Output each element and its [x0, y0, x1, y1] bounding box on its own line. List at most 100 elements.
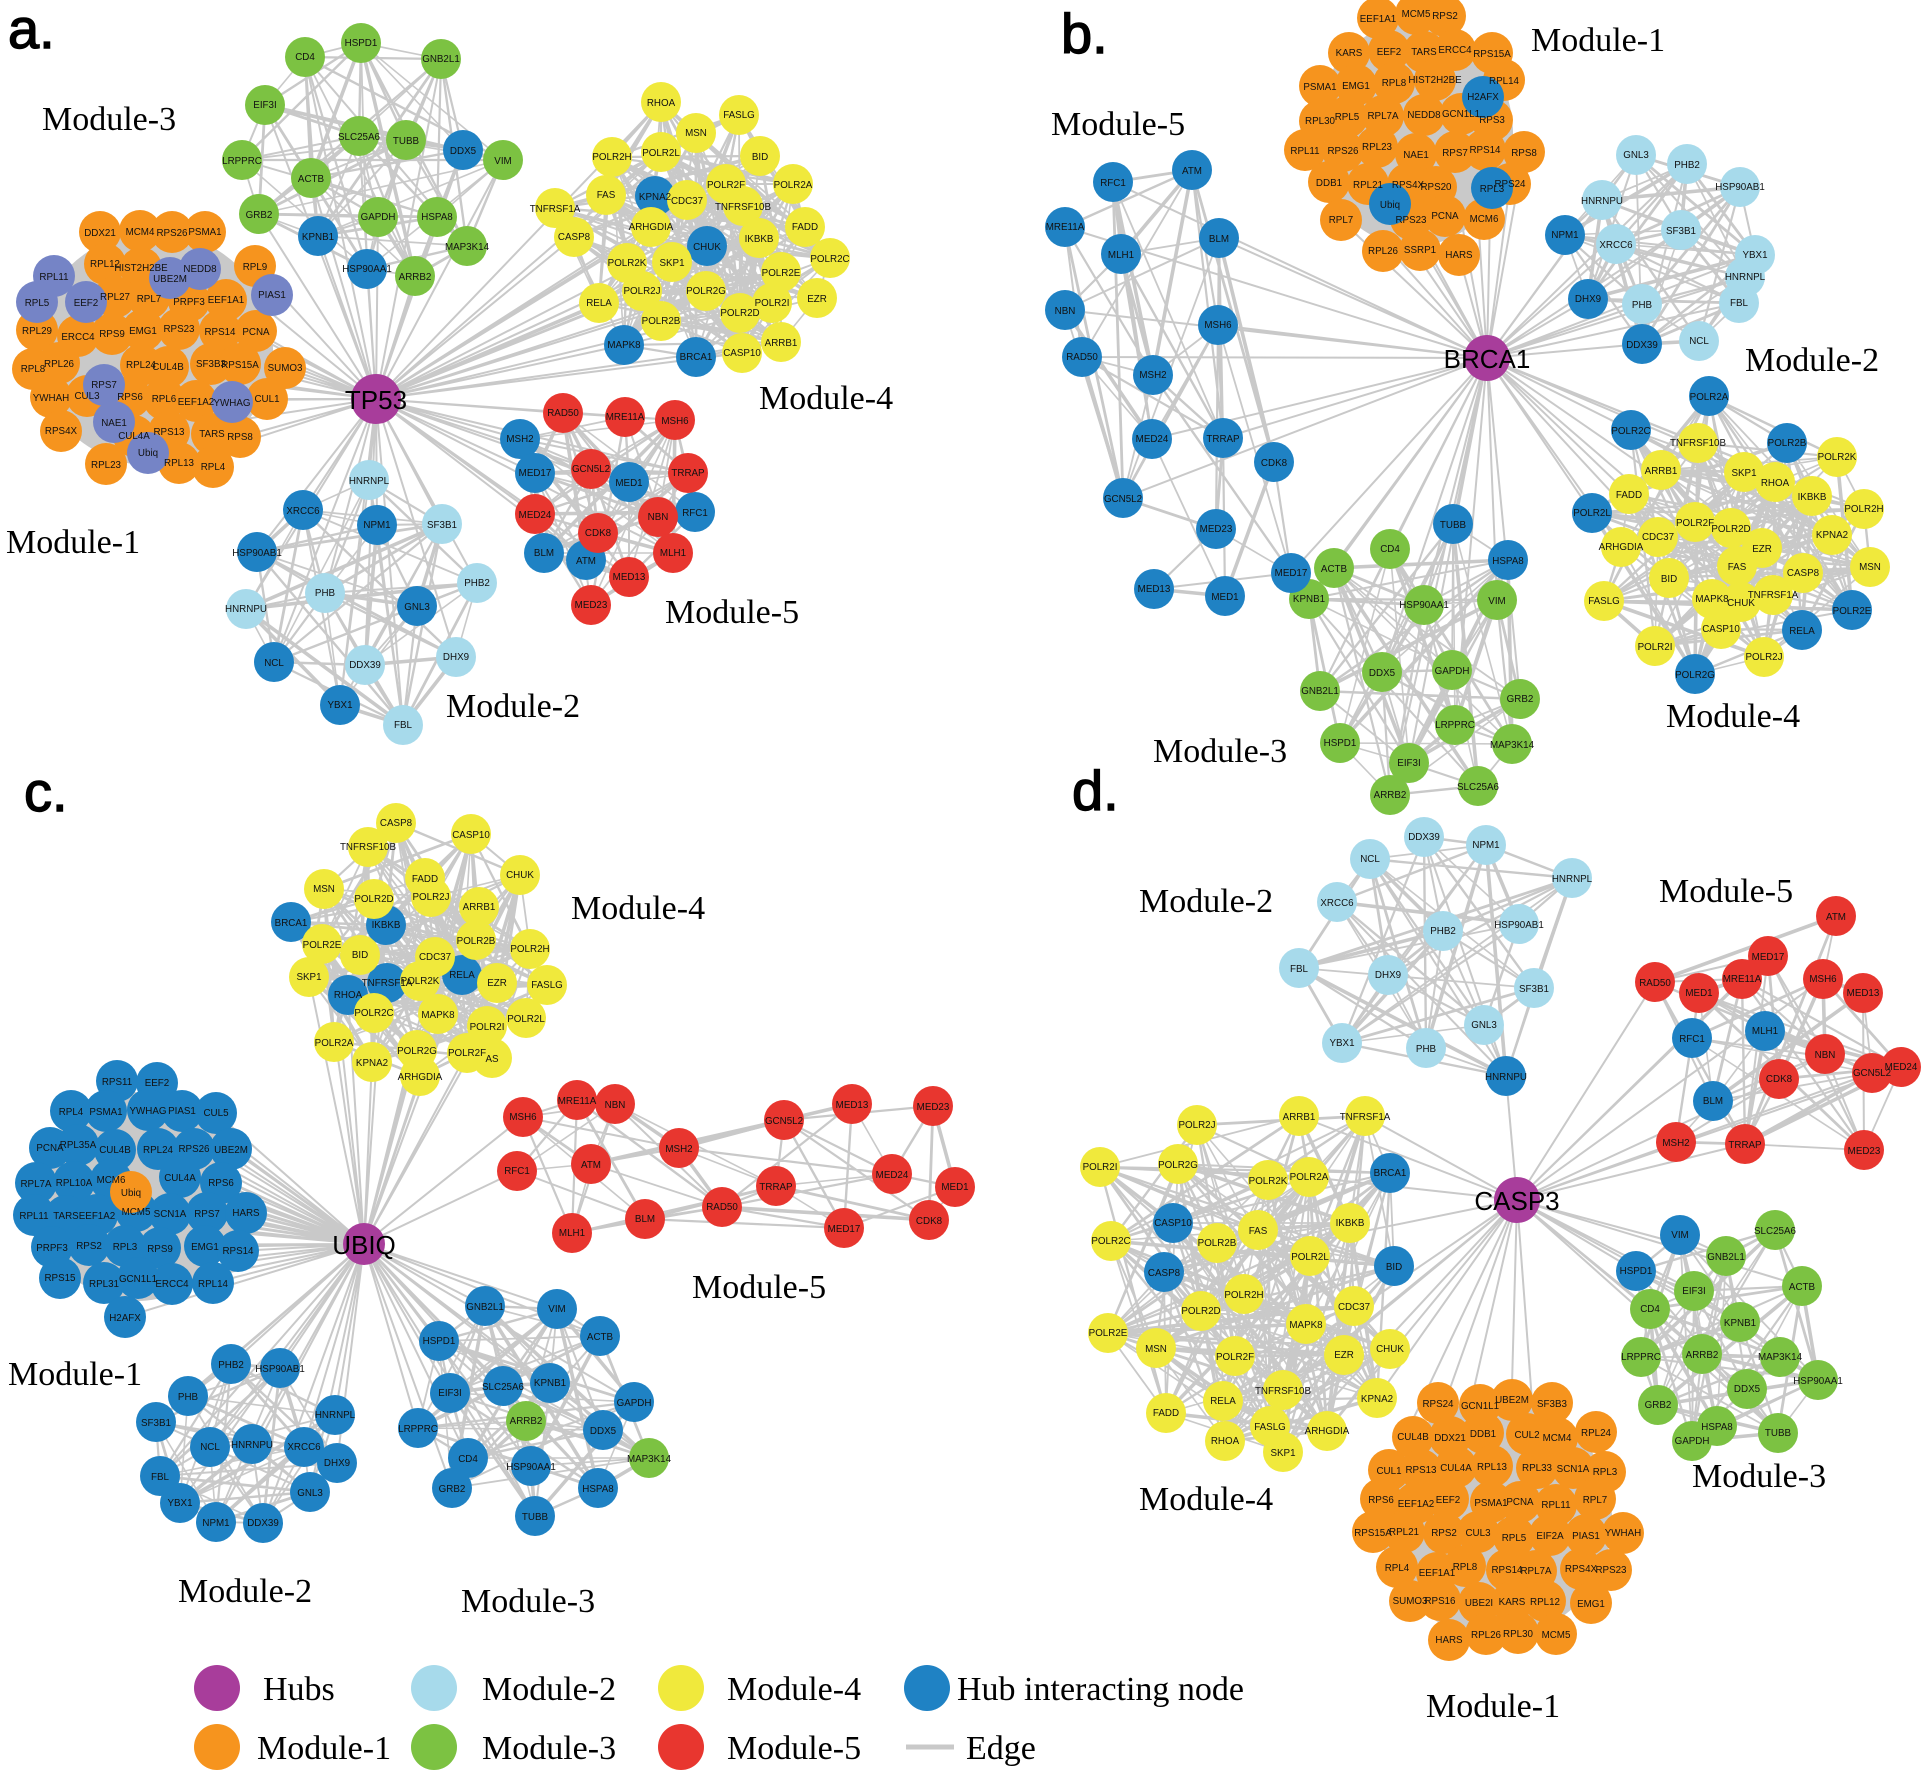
svg-text:SUMO3: SUMO3 [268, 363, 303, 374]
svg-text:NAE1: NAE1 [1403, 150, 1429, 161]
svg-text:HIST2H2BE: HIST2H2BE [1408, 75, 1462, 86]
svg-text:MED24: MED24 [1885, 1062, 1918, 1073]
svg-text:FASLG: FASLG [531, 980, 563, 991]
svg-text:TNFRSF1A: TNFRSF1A [1340, 1112, 1391, 1123]
svg-text:MCM6: MCM6 [97, 1175, 126, 1186]
svg-text:HSPA8: HSPA8 [582, 1484, 614, 1495]
svg-text:ARRB2: ARRB2 [1374, 790, 1407, 801]
svg-text:RPL13: RPL13 [1477, 1462, 1508, 1473]
svg-text:GNB2L1: GNB2L1 [466, 1302, 504, 1313]
svg-text:RELA: RELA [1789, 626, 1815, 637]
svg-text:FBL: FBL [1730, 298, 1749, 309]
svg-text:RPL10A: RPL10A [56, 1178, 93, 1189]
svg-text:EEF2: EEF2 [1436, 1495, 1461, 1506]
svg-text:HSP90AA1: HSP90AA1 [506, 1462, 556, 1473]
svg-text:CHUK: CHUK [506, 870, 534, 881]
svg-text:GCN1L1: GCN1L1 [1442, 109, 1480, 120]
svg-text:DHX9: DHX9 [324, 1458, 350, 1469]
svg-text:HSP90AA1: HSP90AA1 [1399, 600, 1449, 611]
svg-text:MED1: MED1 [1211, 592, 1238, 603]
svg-text:POLR2H: POLR2H [592, 152, 631, 163]
svg-text:PSMA1: PSMA1 [1474, 1498, 1507, 1509]
svg-text:CUL4B: CUL4B [152, 362, 184, 373]
svg-text:GCN5L2: GCN5L2 [572, 464, 610, 475]
svg-text:Module-4: Module-4 [571, 890, 705, 927]
svg-text:HARS: HARS [1445, 250, 1473, 261]
svg-text:RPL7: RPL7 [137, 294, 162, 305]
svg-text:Module-2: Module-2 [178, 1573, 312, 1610]
svg-text:GAPDH: GAPDH [1435, 666, 1470, 677]
svg-text:POLR2A: POLR2A [1690, 392, 1729, 403]
svg-text:LRPPRC: LRPPRC [1621, 1352, 1661, 1363]
svg-text:PRPF3: PRPF3 [36, 1243, 68, 1254]
svg-text:RPL4: RPL4 [201, 462, 226, 473]
svg-text:DDX5: DDX5 [1734, 1384, 1761, 1395]
svg-text:XRCC6: XRCC6 [287, 1442, 321, 1453]
svg-text:POLR2K: POLR2K [1818, 452, 1857, 463]
svg-text:YWHAH: YWHAH [1605, 1528, 1641, 1539]
svg-text:MAPK8: MAPK8 [1289, 1320, 1323, 1331]
svg-text:NPM1: NPM1 [1472, 840, 1499, 851]
svg-text:CUL2: CUL2 [1514, 1430, 1539, 1441]
svg-text:POLR2D: POLR2D [354, 894, 393, 905]
svg-text:NPM1: NPM1 [363, 520, 390, 531]
svg-text:CUL3: CUL3 [1465, 1528, 1491, 1539]
svg-text:SLC25A6: SLC25A6 [1457, 782, 1499, 793]
svg-text:HSPA8: HSPA8 [1701, 1422, 1733, 1433]
svg-text:YBX1: YBX1 [167, 1498, 192, 1509]
svg-text:MLH1: MLH1 [1752, 1026, 1778, 1037]
svg-text:RPS7: RPS7 [91, 380, 117, 391]
svg-text:MSH6: MSH6 [661, 416, 689, 427]
svg-text:MCM4: MCM4 [1543, 1433, 1572, 1444]
svg-text:HSPD1: HSPD1 [345, 38, 378, 49]
svg-text:RPL11: RPL11 [39, 272, 68, 283]
svg-text:GNL3: GNL3 [1623, 150, 1649, 161]
svg-text:POLR2K: POLR2K [1249, 1176, 1288, 1187]
svg-text:Module-5: Module-5 [692, 1269, 826, 1306]
svg-text:SLC25A6: SLC25A6 [482, 1382, 524, 1393]
svg-text:POLR2G: POLR2G [1675, 670, 1715, 681]
svg-text:CD4: CD4 [295, 52, 315, 63]
svg-text:RPL30: RPL30 [1503, 1629, 1534, 1640]
svg-text:PRPF3: PRPF3 [173, 297, 205, 308]
svg-text:GRB2: GRB2 [246, 210, 273, 221]
svg-text:DDX5: DDX5 [450, 146, 477, 157]
svg-text:RELA: RELA [586, 298, 612, 309]
svg-text:SSRP1: SSRP1 [1404, 245, 1436, 256]
svg-text:ERCC4: ERCC4 [1438, 45, 1472, 56]
svg-text:NBN: NBN [648, 512, 669, 523]
svg-text:CDK8: CDK8 [585, 528, 612, 539]
svg-text:MCM4: MCM4 [126, 227, 155, 238]
svg-text:DDX39: DDX39 [247, 1518, 279, 1529]
svg-text:MED1: MED1 [941, 1182, 968, 1193]
svg-text:RPS7: RPS7 [1442, 148, 1468, 159]
svg-text:RPS26: RPS26 [1327, 146, 1359, 157]
svg-text:UBE2I: UBE2I [1465, 1598, 1493, 1609]
svg-text:RPS20: RPS20 [1420, 182, 1452, 193]
svg-text:GRB2: GRB2 [439, 1484, 466, 1495]
svg-text:PHB: PHB [315, 588, 336, 599]
svg-text:RPS6: RPS6 [208, 1178, 234, 1189]
svg-text:LRPPRC: LRPPRC [222, 156, 262, 167]
svg-text:MED13: MED13 [1138, 584, 1171, 595]
svg-text:ARRB1: ARRB1 [765, 338, 798, 349]
svg-text:NBN: NBN [605, 1100, 626, 1111]
svg-text:TRRAP: TRRAP [1206, 434, 1240, 445]
svg-text:EEF1A1: EEF1A1 [1360, 14, 1397, 25]
svg-text:RPL35A: RPL35A [60, 1140, 97, 1151]
svg-text:MAP3K14: MAP3K14 [445, 242, 490, 253]
svg-text:GNB2L1: GNB2L1 [422, 54, 460, 65]
svg-text:RPL31: RPL31 [89, 1279, 119, 1290]
svg-text:CHUK: CHUK [693, 242, 721, 253]
svg-text:UBIQ: UBIQ [332, 1230, 396, 1260]
svg-text:MCM6: MCM6 [1470, 214, 1499, 225]
svg-text:FADD: FADD [1153, 1408, 1179, 1419]
svg-text:CDC37: CDC37 [1338, 1302, 1370, 1313]
svg-text:RPL8: RPL8 [1453, 1562, 1478, 1573]
svg-text:RPL9: RPL9 [243, 262, 268, 273]
svg-text:MSN: MSN [313, 884, 335, 895]
svg-text:MLH1: MLH1 [559, 1228, 585, 1239]
svg-text:RPS14: RPS14 [1469, 145, 1501, 156]
svg-text:POLR2G: POLR2G [1158, 1160, 1198, 1171]
svg-text:HNRNPU: HNRNPU [231, 1440, 273, 1451]
